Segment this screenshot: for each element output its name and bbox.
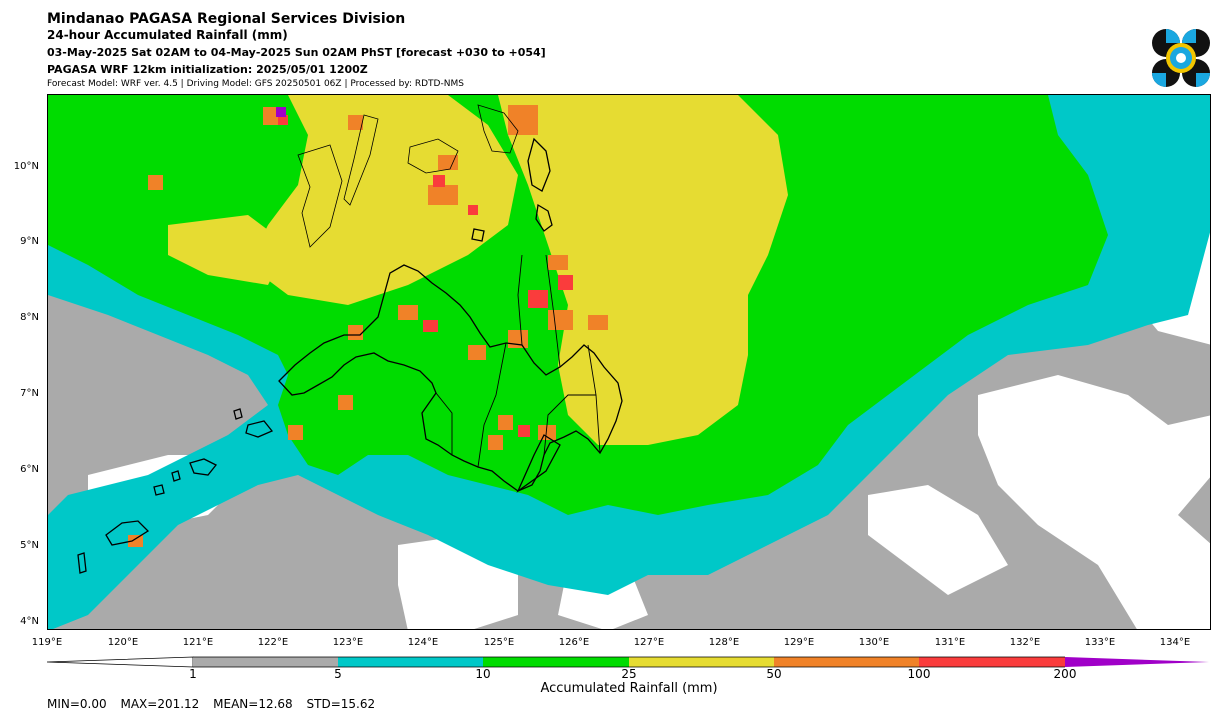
leyte-coast bbox=[477, 104, 519, 154]
rainfall-map bbox=[47, 94, 1211, 630]
lon-label-127e: 127°E bbox=[633, 637, 665, 648]
colorbar-segment-5-10 bbox=[338, 657, 483, 667]
stat-mean: MEAN=12.68 bbox=[213, 697, 293, 711]
colorbar-segment-10-25 bbox=[483, 657, 629, 667]
cebu-coast bbox=[343, 114, 379, 206]
lat-label-7n: 7°N bbox=[20, 388, 39, 399]
colorbar-segment-1-5 bbox=[193, 657, 338, 667]
lon-label-124e: 124°E bbox=[407, 637, 439, 648]
rain-cell-100-200-6 bbox=[278, 115, 288, 125]
jolo-coast bbox=[189, 458, 218, 476]
division-title: Mindanao PAGASA Regional Services Divisi… bbox=[47, 11, 406, 27]
dry-zone-3 bbox=[868, 485, 1008, 595]
stat-min: MIN=0.00 bbox=[47, 697, 107, 711]
colorbar-high-extension bbox=[1065, 657, 1209, 667]
rain-zone-25-50-west bbox=[168, 215, 288, 285]
rain-cell-50-100-7 bbox=[398, 305, 418, 320]
rain-cell-50-100-16 bbox=[288, 425, 303, 440]
rain-cell-50-100-18 bbox=[488, 435, 503, 450]
tawitawi-coast bbox=[105, 520, 150, 546]
colorbar-segment-25-50 bbox=[629, 657, 774, 667]
colorbar-tick-50: 50 bbox=[766, 667, 782, 681]
lon-label-134e: 134°E bbox=[1159, 637, 1191, 648]
product-title: 24-hour Accumulated Rainfall (mm) bbox=[47, 28, 288, 42]
lat-label-6n: 6°N bbox=[20, 464, 39, 475]
colorbar-segment-50-100 bbox=[774, 657, 919, 667]
lat-label-9n: 9°N bbox=[20, 236, 39, 247]
statistics: MIN=0.00 MAX=201.12 MEAN=12.68 STD=15.62 bbox=[47, 697, 385, 711]
rain-zone-25-50-north bbox=[138, 95, 518, 305]
rain-cell-100-200-7 bbox=[468, 205, 478, 215]
davao-gulf-coast bbox=[516, 434, 561, 493]
negros-coast bbox=[297, 144, 343, 248]
rain-cell-50-100-1 bbox=[508, 105, 538, 135]
rain-cell-50-100-3 bbox=[348, 115, 363, 130]
lon-label-121e: 121°E bbox=[182, 637, 214, 648]
regional-boundaries bbox=[435, 254, 601, 468]
rain-cell-50-100-19 bbox=[338, 395, 353, 410]
rain-cell-100-200-1 bbox=[433, 175, 445, 187]
pagasa-logo-icon bbox=[1152, 29, 1210, 87]
rain-cell-100-200-3 bbox=[558, 275, 573, 290]
siargao-coast bbox=[527, 137, 551, 192]
model-info: Forecast Model: WRF ver. 4.5 | Driving M… bbox=[47, 79, 464, 89]
dry-zone-2 bbox=[978, 375, 1210, 629]
sulu-islets bbox=[77, 408, 243, 574]
rainfall-map-canvas bbox=[48, 95, 1210, 629]
map-header: Mindanao PAGASA Regional Services Divisi… bbox=[47, 11, 546, 90]
colorbar bbox=[47, 656, 1209, 668]
rain-cell-50-100-17 bbox=[128, 535, 143, 547]
rain-cell-100-200-4 bbox=[423, 320, 438, 332]
rain-cell-50-100-10 bbox=[508, 330, 528, 348]
colorbar-segment-100-200 bbox=[919, 657, 1065, 667]
lon-label-128e: 128°E bbox=[708, 637, 740, 648]
colorbar-title: Accumulated Rainfall (mm) bbox=[540, 681, 718, 696]
lat-label-8n: 8°N bbox=[20, 312, 39, 323]
lon-label-132e: 132°E bbox=[1009, 637, 1041, 648]
basilan-coast bbox=[245, 420, 274, 438]
rain-cell-100-200-5 bbox=[518, 425, 530, 437]
lon-label-123e: 123°E bbox=[332, 637, 364, 648]
colorbar-tick-10: 10 bbox=[475, 667, 491, 681]
colorbar-tick-25: 25 bbox=[621, 667, 637, 681]
rain-cell-50-100-5 bbox=[428, 185, 458, 205]
lon-label-120e: 120°E bbox=[107, 637, 139, 648]
rain-cell-50-100-4 bbox=[438, 155, 458, 170]
rain-cell-50-100-15 bbox=[498, 415, 513, 430]
model-initialization: PAGASA WRF 12km initialization: 2025/05/… bbox=[47, 63, 368, 76]
colorbar-tick-1: 1 bbox=[189, 667, 197, 681]
rain-cell-50-100-13 bbox=[548, 255, 568, 270]
lat-label-5n: 5°N bbox=[20, 540, 39, 551]
colorbar-tick-5: 5 bbox=[334, 667, 342, 681]
lat-label-10n: 10°N bbox=[13, 161, 39, 172]
stat-std: STD=15.62 bbox=[306, 697, 376, 711]
rain-cell-50-100-9 bbox=[468, 345, 486, 360]
rain-cell-50-100-11 bbox=[548, 310, 573, 330]
bohol-coast bbox=[407, 138, 459, 174]
lon-label-130e: 130°E bbox=[858, 637, 890, 648]
colorbar-low-extension bbox=[47, 656, 194, 668]
lon-label-119e: 119°E bbox=[31, 637, 63, 648]
lon-label-133e: 133°E bbox=[1084, 637, 1116, 648]
rain-cell-50-100-14 bbox=[538, 425, 556, 440]
lon-label-126e: 126°E bbox=[558, 637, 590, 648]
lon-label-129e: 129°E bbox=[783, 637, 815, 648]
camiguin-coast bbox=[471, 228, 485, 242]
colorbar-tick-100: 100 bbox=[907, 667, 931, 681]
rain-cell-100-200-2 bbox=[528, 290, 548, 308]
rain-cell-50-100-8 bbox=[348, 325, 363, 340]
dinagat-coast bbox=[535, 203, 553, 232]
lat-label-4n: 4°N bbox=[20, 616, 39, 627]
valid-period: 03-May-2025 Sat 02AM to 04-May-2025 Sun … bbox=[47, 46, 546, 59]
lon-label-131e: 131°E bbox=[934, 637, 966, 648]
rain-cell-50-100-12 bbox=[588, 315, 608, 330]
rain-cell-200+-1 bbox=[276, 107, 286, 117]
stat-max: MAX=201.12 bbox=[120, 697, 200, 711]
lon-label-122e: 122°E bbox=[257, 637, 289, 648]
colorbar-tick-200: 200 bbox=[1053, 667, 1077, 681]
lon-label-125e: 125°E bbox=[483, 637, 515, 648]
rain-cell-50-100-6 bbox=[148, 175, 163, 190]
